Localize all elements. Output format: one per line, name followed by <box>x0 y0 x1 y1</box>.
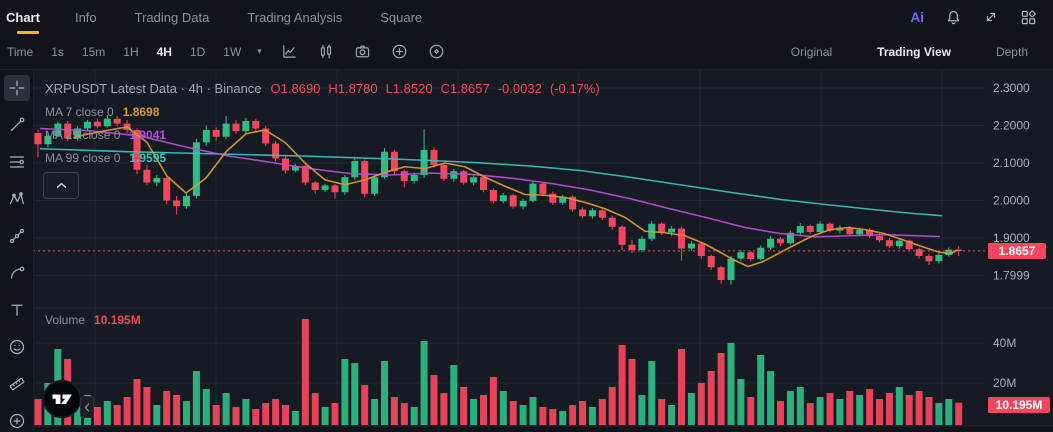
fullscreen-expand-icon[interactable] <box>983 9 999 25</box>
view-tab-trading-view[interactable]: Trading View <box>877 44 951 59</box>
ma-value: 1.9041 <box>129 127 167 142</box>
nav-tab-label: Chart <box>6 9 40 25</box>
tool-forecast-button[interactable] <box>4 223 30 249</box>
ohlc-token: C1.8657 <box>440 81 490 96</box>
xabcd-pattern-icon <box>9 192 24 205</box>
ruler-icon <box>9 377 24 391</box>
interval-1w[interactable]: 1W <box>223 44 242 59</box>
interval-1h[interactable]: 1H <box>123 44 139 59</box>
svg-text:10.195M: 10.195M <box>996 398 1043 412</box>
top-nav: Chart Info Trading Data Trading Analysis Squ… <box>0 0 1053 34</box>
ma-value: 1.8698 <box>122 104 160 119</box>
svg-text:2.0000: 2.0000 <box>993 194 1030 208</box>
crosshair-icon <box>9 80 24 96</box>
symbol-title: XRPUSDT Latest Data · 4h · Binance <box>45 81 262 96</box>
nav-tabs: Chart Info Trading Data Trading Analysis Squ… <box>0 0 441 34</box>
svg-text:2.3000: 2.3000 <box>993 81 1030 95</box>
nav-tab-trading-data[interactable]: Trading Data <box>116 0 229 34</box>
tool-arc-button[interactable] <box>4 260 30 286</box>
tool-emoji-button[interactable] <box>4 334 30 360</box>
tool-ruler-button[interactable] <box>4 371 30 397</box>
interval-1s[interactable]: 1s <box>51 44 64 59</box>
tool-text-button[interactable] <box>4 297 30 323</box>
ma-value: 1.9595 <box>129 150 167 165</box>
ohlc-token: H1.8780 <box>328 81 378 96</box>
ma-legend-row: MA 25 close 0 1.9041 <box>45 123 166 146</box>
ai-assistant-button[interactable]: Ai <box>910 9 925 25</box>
svg-text:1.8657: 1.8657 <box>999 244 1036 258</box>
svg-text:1.9000: 1.9000 <box>993 231 1030 245</box>
trend-line-icon <box>10 117 24 132</box>
tool-fib-lines-button[interactable] <box>4 149 30 175</box>
ma-legend-row: MA 99 close 0 1.9595 <box>45 146 166 169</box>
active-tab-underline <box>16 31 39 34</box>
arc-icon <box>10 266 24 279</box>
nav-tab-label: Square <box>380 9 423 25</box>
svg-text:2.1000: 2.1000 <box>993 156 1030 170</box>
chevron-up-icon <box>56 182 66 188</box>
volume-legend: Volume 10.195M <box>45 313 141 327</box>
nav-tab-label: Trading Data <box>134 9 210 25</box>
chart-canvas[interactable]: 2.3000 2.2000 2.1000 2.0000 1.9000 1.7999 40M 2… <box>33 69 1053 432</box>
interval-selector: Time 1s 15m 1H 4H 1D 1W <box>0 45 250 59</box>
nav-tab-info[interactable]: Info <box>56 0 116 34</box>
emoji-icon <box>9 339 24 355</box>
svg-text:20M: 20M <box>993 376 1016 390</box>
ohlc-token: O1.8690 <box>270 81 321 96</box>
tool-crosshair-button[interactable] <box>3 75 30 101</box>
ma-label: MA 99 close 0 <box>45 150 121 165</box>
tool-xabcd-pattern-button[interactable] <box>4 186 30 212</box>
interval-4h[interactable]: 4H <box>156 44 172 59</box>
svg-text:1.7999: 1.7999 <box>993 269 1030 283</box>
forecast-icon <box>9 228 24 244</box>
camera-snapshot-icon[interactable] <box>354 43 371 60</box>
svg-text:40M: 40M <box>993 336 1016 350</box>
volume-value: 10.195M <box>94 313 141 327</box>
nav-tab-square[interactable]: Square <box>361 0 441 34</box>
ma-legend-row: MA 7 close 0 1.8698 <box>45 100 166 123</box>
view-mode-tabs: Original Trading View Depth <box>784 45 1053 59</box>
rail-collapse-handle[interactable] <box>80 396 94 418</box>
interval-1d[interactable]: 1D <box>189 44 206 59</box>
tradingview-logo[interactable] <box>42 379 82 419</box>
drawing-tool-rail <box>0 69 34 432</box>
chevron-down-icon[interactable]: ▾ <box>257 46 262 56</box>
ohlc-values: O1.8690 H1.8780 L1.8520 C1.8657 -0.0032 (-0.1… <box>271 81 600 96</box>
svg-text:2.2000: 2.2000 <box>993 119 1030 133</box>
view-tab-depth[interactable]: Depth <box>995 44 1028 59</box>
ma-label: MA 25 close 0 <box>45 127 121 142</box>
nav-tab-label: Trading Analysis <box>247 9 343 25</box>
ma-label: MA 7 close 0 <box>45 104 114 119</box>
candlestick-style-icon[interactable] <box>318 43 334 60</box>
view-tab-original[interactable]: Original <box>790 44 833 59</box>
add-indicator-icon[interactable] <box>391 43 408 60</box>
text-icon <box>10 304 23 316</box>
nav-tab-trading-analysis[interactable]: Trading Analysis <box>228 0 361 34</box>
target-settings-icon[interactable] <box>428 43 445 60</box>
ohlc-token: -0.0032 <box>497 81 542 96</box>
fib-lines-icon <box>9 156 24 168</box>
ma-indicator-legend: MA 7 close 0 1.8698 MA 25 close 0 1.9041 MA … <box>45 100 166 169</box>
nav-tab-label: Info <box>74 9 97 25</box>
bell-icon[interactable] <box>945 9 962 26</box>
zoom-in-icon <box>9 413 24 429</box>
collapse-indicators-button[interactable] <box>43 172 79 199</box>
interval-15m[interactable]: 15m <box>81 44 106 59</box>
interval-time[interactable]: Time <box>7 44 34 59</box>
chevron-left-icon <box>84 402 90 412</box>
nav-right-icons: Ai <box>911 9 1053 26</box>
tool-trend-line-button[interactable] <box>4 112 30 138</box>
volume-label: Volume <box>45 313 86 327</box>
widgets-grid-icon[interactable] <box>1020 9 1037 26</box>
toolbar-icons <box>281 43 445 60</box>
tool-zoom-in-button[interactable] <box>4 408 30 432</box>
ohlc-token: L1.8520 <box>385 81 433 96</box>
nav-tab-chart[interactable]: Chart <box>0 0 56 34</box>
chart-toolbar: Time 1s 15m 1H 4H 1D 1W ▾ <box>0 34 1053 70</box>
chart-type-icon[interactable] <box>281 43 298 60</box>
chart-header: XRPUSDT Latest Data · 4h · Binance O1.86… <box>45 81 600 96</box>
ohlc-token: (-0.17%) <box>549 81 600 96</box>
